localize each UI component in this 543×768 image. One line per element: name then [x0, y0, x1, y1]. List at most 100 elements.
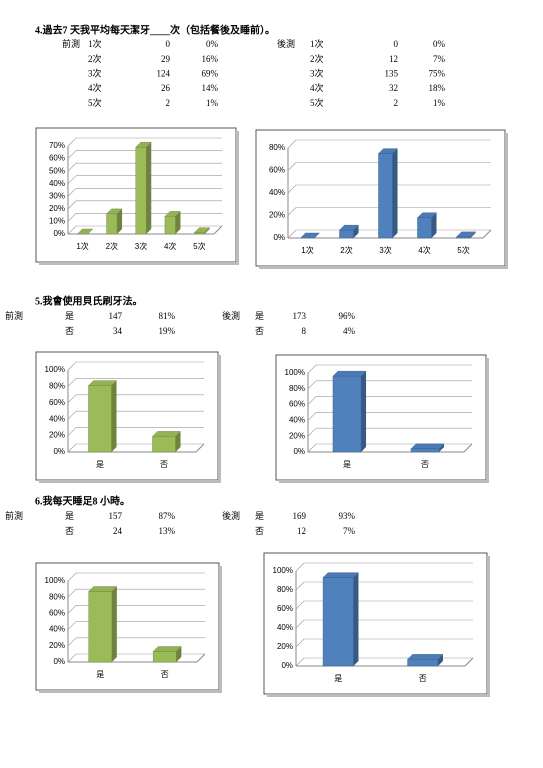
bar	[322, 577, 354, 667]
chart: 0% 20% 40% 60% 80% 100% 是 否	[35, 351, 221, 483]
y-tick-label: 50%	[49, 166, 65, 175]
chart: 0% 20% 40% 60% 80% 100% 是 否	[263, 552, 490, 697]
y-tick-label: 80%	[49, 592, 65, 601]
count: 29	[161, 54, 171, 64]
x-tick-label: 否	[161, 670, 169, 679]
count: 157	[109, 511, 123, 521]
grid-line	[295, 619, 305, 629]
grid-line	[67, 361, 77, 371]
y-tick-label: 20%	[49, 204, 65, 213]
grid-line	[307, 412, 317, 421]
bar-side	[437, 654, 443, 666]
grid-line	[67, 443, 77, 453]
option: 是	[65, 311, 74, 321]
bar-side	[353, 572, 359, 666]
x-tick-label: 1次	[76, 241, 88, 251]
option: 是	[255, 511, 264, 521]
option: 是	[65, 511, 74, 521]
y-tick-label: 60%	[49, 154, 65, 163]
percent: 0%	[206, 39, 219, 49]
grid-line	[307, 443, 317, 453]
grid-line	[67, 572, 77, 582]
y-tick-label: 100%	[285, 368, 305, 377]
x-tick-label: 2次	[106, 241, 118, 251]
y-tick-label: 20%	[49, 431, 65, 440]
count: 173	[293, 311, 307, 321]
bar-side	[117, 208, 123, 234]
grid-line	[307, 396, 317, 405]
x-tick-label: 是	[96, 460, 104, 469]
grid-line	[67, 605, 77, 614]
grid-line	[295, 562, 305, 572]
grid-line	[287, 184, 297, 194]
axis	[213, 225, 223, 235]
x-tick-label: 5次	[457, 245, 469, 255]
x-tick-label: 5次	[193, 241, 205, 251]
bar-side	[392, 148, 398, 238]
y-tick-label: 20%	[49, 641, 65, 650]
chart-shadow	[259, 266, 508, 269]
x-tick-label: 4次	[418, 245, 430, 255]
grid-line	[295, 600, 305, 610]
count: 32	[389, 83, 398, 93]
bar	[164, 216, 176, 235]
group-label: 前測	[5, 310, 23, 321]
grid-line	[295, 581, 305, 591]
option: 1次	[310, 38, 324, 49]
percent: 81%	[159, 311, 176, 321]
x-tick-label: 否	[419, 674, 427, 683]
y-tick-label: 10%	[49, 217, 65, 226]
bar-side	[470, 231, 476, 238]
option: 否	[65, 526, 74, 536]
option: 否	[255, 526, 264, 536]
bar-side	[175, 431, 181, 452]
count: 34	[113, 326, 123, 336]
grid-line	[307, 427, 317, 437]
count: 169	[293, 511, 307, 521]
y-tick-label: 0%	[273, 233, 285, 242]
chart-shadow	[219, 566, 222, 693]
y-tick-label: 0%	[53, 229, 65, 238]
grid-line	[67, 588, 77, 598]
section-title: 5.我會使用貝氏刷牙法。	[35, 294, 143, 307]
grid-line	[67, 653, 77, 663]
x-tick-label: 1次	[301, 245, 313, 255]
option: 是	[255, 311, 264, 321]
percent: 7%	[433, 54, 446, 64]
grid-line	[67, 410, 77, 420]
x-tick-label: 否	[421, 460, 429, 469]
y-tick-label: 20%	[277, 642, 293, 651]
bar	[193, 232, 205, 235]
chart-shadow	[267, 694, 490, 697]
grid-line	[307, 380, 317, 390]
chart-shadow	[505, 133, 508, 269]
y-tick-label: 0%	[53, 657, 65, 666]
y-tick-label: 0%	[281, 661, 293, 670]
y-tick-label: 70%	[49, 141, 65, 150]
y-tick-label: 20%	[269, 211, 285, 220]
chart-shadow	[236, 131, 239, 265]
bar	[378, 153, 393, 239]
x-tick-label: 是	[334, 674, 342, 683]
bar-side	[176, 646, 182, 662]
grid-line	[307, 364, 317, 374]
y-tick-label: 100%	[273, 566, 293, 575]
chart-frame	[35, 562, 220, 691]
y-tick-label: 40%	[49, 414, 65, 423]
y-tick-label: 80%	[269, 143, 285, 152]
chart-shadow	[487, 556, 490, 697]
percent: 13%	[159, 526, 176, 536]
percent: 93%	[339, 511, 356, 521]
bar-top	[332, 370, 367, 377]
option: 4次	[310, 82, 324, 93]
bar-side	[175, 211, 181, 234]
option: 5次	[310, 97, 324, 108]
group-label: 後測	[222, 310, 240, 321]
grid-line	[67, 162, 77, 172]
grid-line	[67, 188, 77, 197]
group-label: 後測	[277, 38, 295, 49]
percent: 69%	[202, 68, 219, 78]
chart-frame	[263, 552, 488, 695]
grid-line	[67, 137, 77, 147]
